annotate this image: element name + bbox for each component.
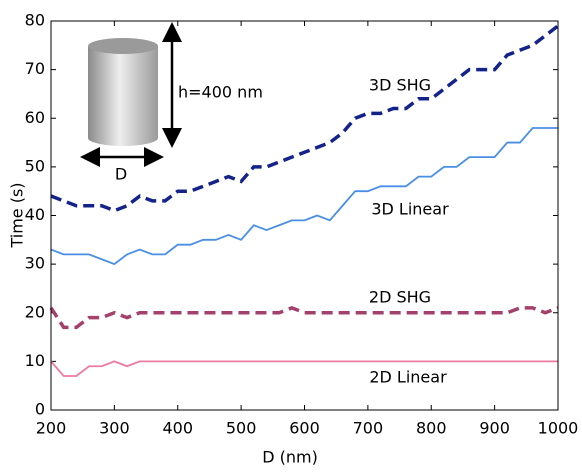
x-tick-label: 500 [226,419,257,438]
y-tick-label: 10 [25,351,45,370]
x-tick-label: 1000 [538,419,579,438]
annotation: D [115,165,127,184]
plot-frame [50,20,559,411]
x-tick-label: 600 [289,419,320,438]
x-tick-label: 800 [416,419,447,438]
y-tick-label: 80 [25,11,45,30]
series-label: 2D SHG [369,288,431,307]
x-tick-label: 700 [353,419,384,438]
series-label: 2D Linear [369,368,447,387]
series-line [49,306,559,330]
x-tick-label: 400 [162,419,193,438]
series-line [50,360,558,377]
series-label: 3D SHG [369,76,431,95]
y-tick-label: 0 [35,400,45,419]
series-label: 3D Linear [371,200,449,219]
y-tick-label: 40 [25,205,45,224]
y-tick-label: 30 [25,254,45,273]
x-tick-label: 200 [36,419,67,438]
y-axis-label: Time (s) [8,182,27,248]
annotation: h=400 nm [178,83,263,102]
x-tick-label: 300 [99,419,130,438]
y-tick-label: 50 [25,156,45,175]
y-tick-label: 70 [25,59,45,78]
series-line [50,127,558,266]
y-tick-label: 20 [25,302,45,321]
y-tick-label: 60 [25,108,45,127]
series-line [50,24,560,213]
x-tick-label: 900 [479,419,510,438]
x-axis-label: D (nm) [262,448,318,467]
inset-cylinder [80,21,182,167]
